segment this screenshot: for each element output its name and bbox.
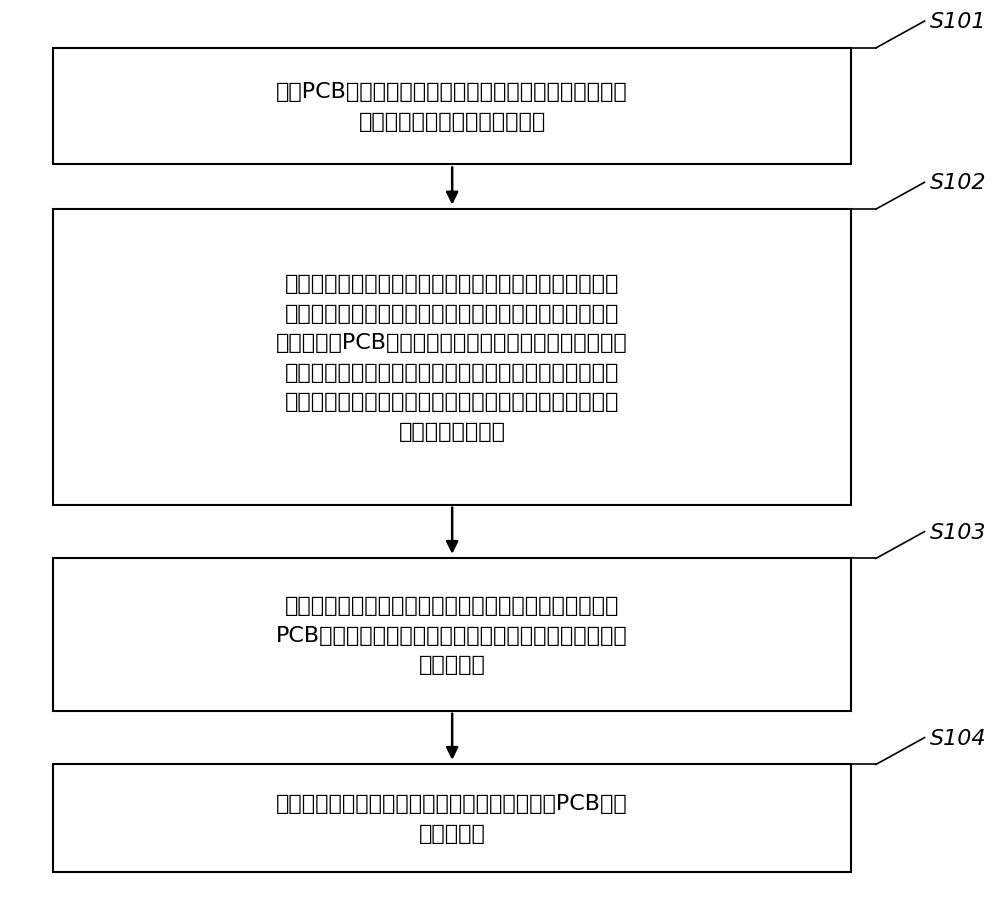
FancyBboxPatch shape xyxy=(53,49,851,165)
FancyBboxPatch shape xyxy=(53,765,851,872)
FancyBboxPatch shape xyxy=(53,209,851,505)
Text: S103: S103 xyxy=(929,522,986,542)
Text: 根据所述初始参数数据分析所述初始参数数据中的各初始
参数的数据分布特征，并根据所述初始参数数据对各所述
初始参数与PCB加投率的相关性和显著性进行评估，得到
各: 根据所述初始参数数据分析所述初始参数数据中的各初始 参数的数据分布特征，并根据所… xyxy=(276,274,628,442)
Text: S104: S104 xyxy=(929,728,986,748)
Text: 结合初始参数数据和整体预测结果进行回归分析，获得与
PCB加投率相关的各最终保留参数和各所述最终保留参数
的参数因子: 结合初始参数数据和整体预测结果进行回归分析，获得与 PCB加投率相关的各最终保留… xyxy=(276,595,628,675)
Text: S102: S102 xyxy=(929,173,986,193)
Text: S101: S101 xyxy=(929,12,986,32)
Text: 提取PCB加投率的相关参数数据，并对所述相关参数数据
进行数据筛选得到初始参数数据: 提取PCB加投率的相关参数数据，并对所述相关参数数据 进行数据筛选得到初始参数数… xyxy=(276,82,628,132)
FancyBboxPatch shape xyxy=(53,559,851,711)
Text: 根据各所述最终保留参数和各所述参数因子确定PCB加投
率计算模型: 根据各所述最终保留参数和各所述参数因子确定PCB加投 率计算模型 xyxy=(276,794,628,843)
